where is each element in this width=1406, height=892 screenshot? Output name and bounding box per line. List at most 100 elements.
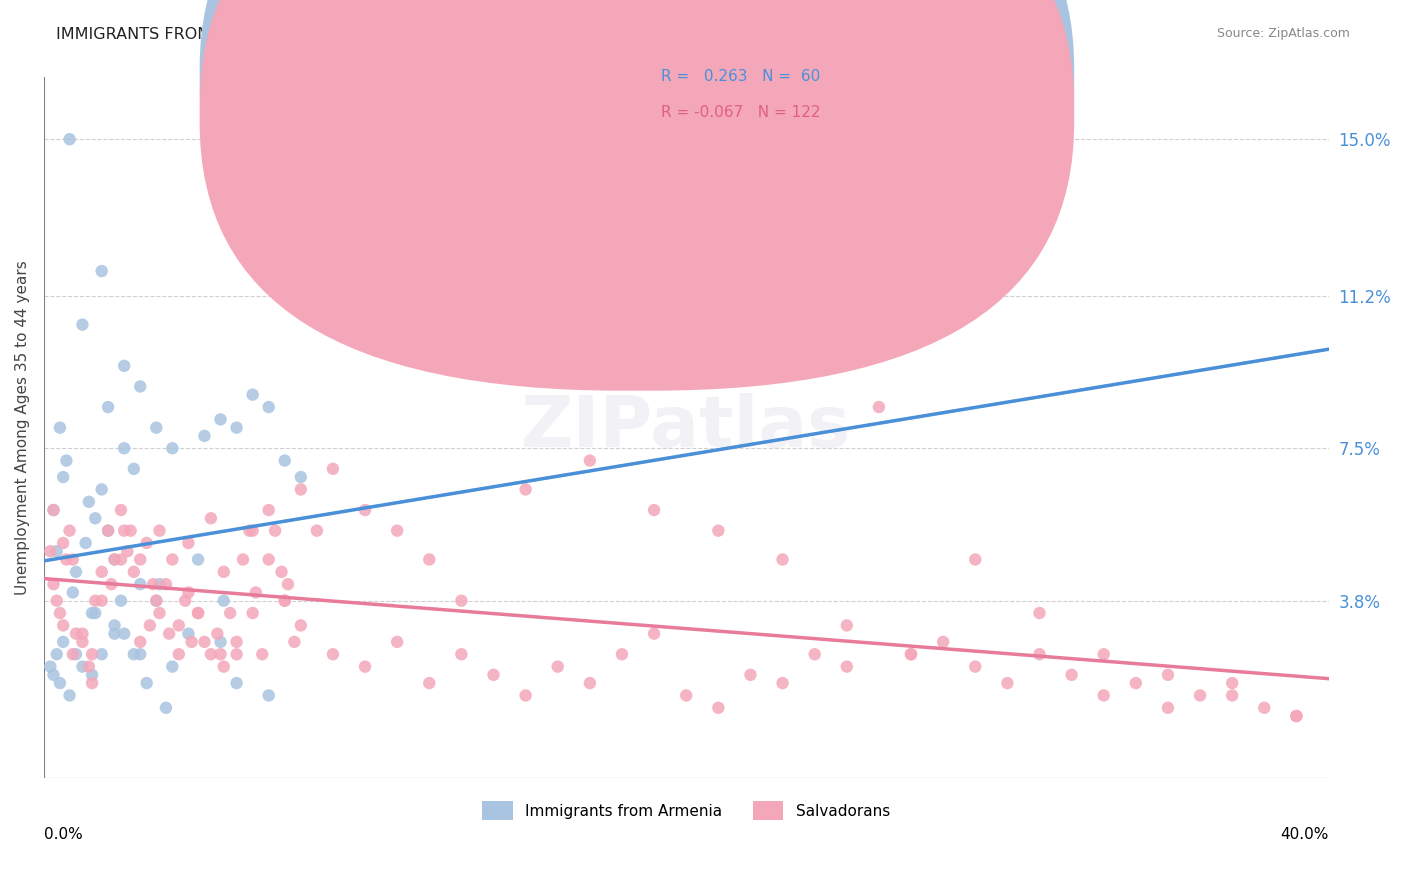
Point <box>72 635 94 649</box>
Point <box>1189 689 1212 703</box>
Point <box>274 593 297 607</box>
Point <box>112 524 135 538</box>
Point <box>610 647 633 661</box>
Point <box>772 676 794 690</box>
Point <box>1285 709 1308 723</box>
Text: 40.0%: 40.0% <box>1279 827 1329 842</box>
Point <box>42 577 65 591</box>
Text: ZIPatlas: ZIPatlas <box>522 393 851 462</box>
Point <box>75 536 97 550</box>
Point <box>1060 668 1083 682</box>
Point <box>740 668 762 682</box>
Point <box>52 635 75 649</box>
Point <box>162 442 184 456</box>
Point <box>385 635 408 649</box>
Point <box>55 453 77 467</box>
Point <box>129 635 152 649</box>
Point <box>257 400 280 414</box>
Point <box>77 659 100 673</box>
Point <box>90 483 112 497</box>
Point <box>675 689 697 703</box>
Point <box>45 593 67 607</box>
Point <box>112 359 135 373</box>
Point <box>90 264 112 278</box>
Point <box>547 659 569 673</box>
Point <box>80 668 103 682</box>
Point <box>145 593 167 607</box>
Text: Source: ZipAtlas.com: Source: ZipAtlas.com <box>1216 27 1350 40</box>
Point <box>162 659 184 673</box>
Point <box>252 647 274 661</box>
Point <box>135 676 157 690</box>
Point <box>39 659 62 673</box>
Text: 0.0%: 0.0% <box>44 827 83 842</box>
Point <box>145 593 167 607</box>
Point <box>290 618 312 632</box>
Point <box>139 618 162 632</box>
Point <box>97 400 120 414</box>
Point <box>52 536 75 550</box>
Point <box>232 552 254 566</box>
Point <box>277 577 299 591</box>
Point <box>245 585 267 599</box>
Point <box>418 676 440 690</box>
Point <box>772 552 794 566</box>
Point <box>274 453 297 467</box>
Point <box>72 318 94 332</box>
Point <box>84 593 107 607</box>
Point <box>283 635 305 649</box>
Point <box>995 676 1018 690</box>
Point <box>579 453 602 467</box>
Point <box>193 429 215 443</box>
Point <box>110 593 132 607</box>
Point <box>200 647 222 661</box>
Point <box>162 552 184 566</box>
Point <box>707 700 730 714</box>
Point <box>174 593 197 607</box>
Point <box>1125 676 1147 690</box>
Point <box>965 659 987 673</box>
Point <box>1220 676 1243 690</box>
Point <box>200 511 222 525</box>
Point <box>135 536 157 550</box>
Point <box>225 420 247 434</box>
Point <box>80 647 103 661</box>
Point <box>90 565 112 579</box>
Point <box>58 524 80 538</box>
Point <box>1157 668 1180 682</box>
Point <box>58 689 80 703</box>
Point <box>58 132 80 146</box>
Point <box>49 676 72 690</box>
Point <box>148 606 170 620</box>
Point <box>242 606 264 620</box>
Point <box>418 552 440 566</box>
Point <box>129 647 152 661</box>
Point <box>72 659 94 673</box>
Point <box>77 495 100 509</box>
Point <box>187 606 209 620</box>
Point <box>129 552 152 566</box>
Point <box>238 524 260 538</box>
Point <box>354 659 377 673</box>
Point <box>177 585 200 599</box>
Point <box>167 647 190 661</box>
Point <box>110 552 132 566</box>
Point <box>110 503 132 517</box>
Point <box>264 524 287 538</box>
Point <box>1253 700 1275 714</box>
Point <box>187 606 209 620</box>
Point <box>103 552 125 566</box>
Point <box>579 676 602 690</box>
Point <box>52 470 75 484</box>
Point <box>1157 700 1180 714</box>
Point <box>482 668 505 682</box>
Point <box>209 412 232 426</box>
Point <box>225 635 247 649</box>
Point <box>42 503 65 517</box>
Point <box>112 626 135 640</box>
Point <box>1028 606 1050 620</box>
Point <box>122 462 145 476</box>
Point <box>148 524 170 538</box>
Point <box>322 647 344 661</box>
Point <box>103 618 125 632</box>
